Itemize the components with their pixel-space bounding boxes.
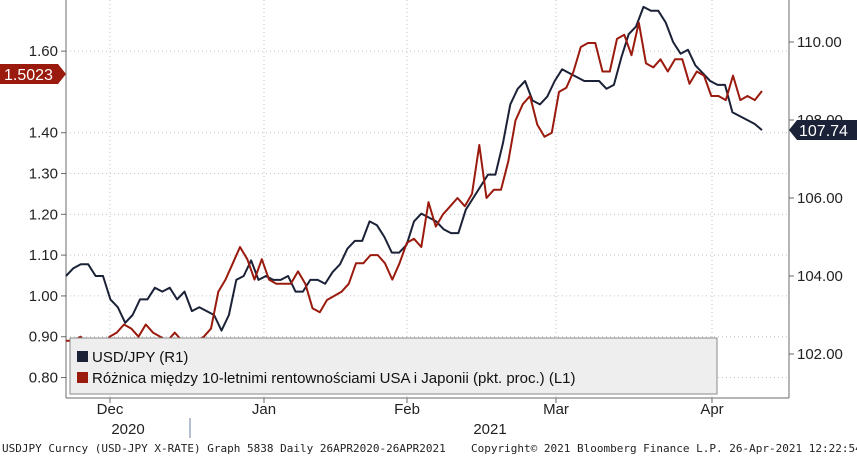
last-value-right-marker	[789, 120, 857, 140]
right-tick-label: 110.00	[797, 34, 842, 51]
left-tick-label: 1.30	[29, 166, 58, 183]
last-value-left-marker	[0, 64, 66, 84]
last-value-right-label: 107.74	[799, 123, 848, 140]
footer-right: Copyright© 2021 Bloomberg Finance L.P. 2…	[471, 442, 857, 455]
left-tick-label: 1.60	[29, 43, 58, 60]
x-year-label: 2020	[111, 421, 144, 438]
series-usdjpy-line	[65, 5, 763, 332]
right-tick-label: 104.00	[797, 268, 843, 285]
right-tick-label: 106.00	[797, 190, 843, 207]
left-tick-label: 1.10	[29, 247, 58, 264]
left-axis: 0.80 0.90 1.00 1.10 1.20 1.30 1.40 1.60	[29, 43, 66, 387]
left-tick-label: 1.00	[29, 288, 58, 305]
last-value-left-tag: 1.5023	[0, 64, 66, 84]
last-value-right-tag: 107.74	[789, 120, 857, 140]
left-tick-label: 0.80	[29, 370, 58, 387]
legend-label-usdjpy: USD/JPY (R1)	[92, 349, 188, 366]
x-tick-label: Feb	[394, 401, 420, 418]
x-tick-label: Mar	[543, 401, 569, 418]
x-axis: Dec Jan Feb Mar Apr 2020 2021	[97, 398, 724, 438]
x-tick-label: Apr	[700, 401, 723, 418]
left-tick-label: 0.90	[29, 329, 58, 346]
last-value-left-label: 1.5023	[4, 67, 53, 84]
legend-swatch-spread	[77, 372, 88, 383]
legend: USD/JPY (R1) Różnica między 10-letnimi r…	[69, 337, 718, 395]
right-tick-label: 102.00	[797, 346, 843, 363]
left-tick-label: 1.20	[29, 206, 58, 223]
legend-label-spread: Różnica między 10-letnimi rentownościami…	[92, 370, 576, 387]
left-tick-label: 1.40	[29, 125, 58, 142]
legend-swatch-usdjpy	[77, 351, 88, 362]
legend-box	[69, 337, 718, 395]
footer-left: USDJPY Curncy (USD-JPY X-RATE) Graph 583…	[2, 442, 446, 455]
x-tick-label: Jan	[252, 401, 276, 418]
x-year-label: 2021	[473, 421, 506, 438]
x-tick-label: Dec	[97, 401, 124, 418]
